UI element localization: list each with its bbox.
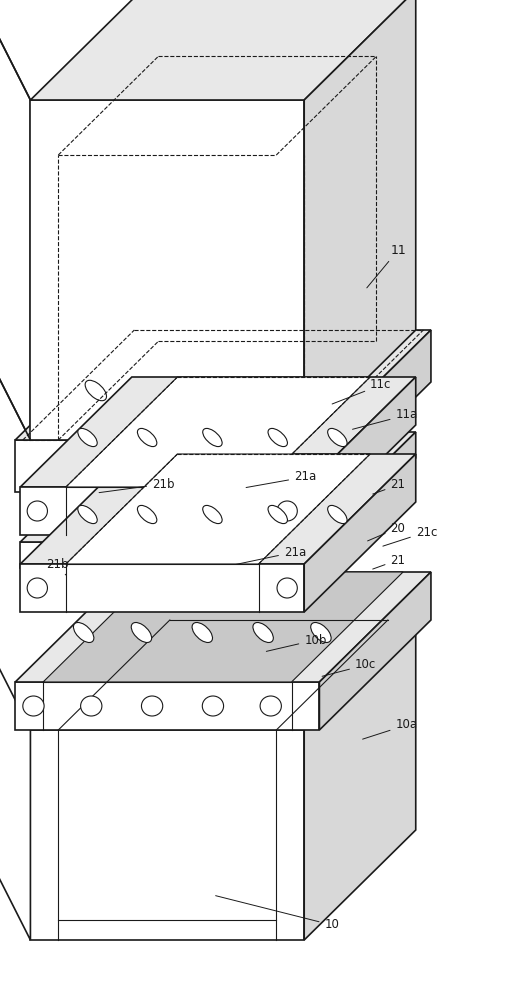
Text: 21b: 21b bbox=[46, 558, 68, 575]
Polygon shape bbox=[304, 432, 416, 568]
Ellipse shape bbox=[277, 578, 297, 598]
Polygon shape bbox=[20, 377, 416, 487]
Ellipse shape bbox=[27, 501, 48, 521]
Text: 11c: 11c bbox=[332, 378, 391, 404]
Polygon shape bbox=[66, 377, 370, 487]
Ellipse shape bbox=[237, 380, 259, 401]
Polygon shape bbox=[15, 572, 431, 682]
Text: 21: 21 bbox=[373, 554, 406, 569]
Polygon shape bbox=[66, 454, 370, 564]
Ellipse shape bbox=[202, 696, 224, 716]
Polygon shape bbox=[15, 440, 319, 492]
Text: 10c: 10c bbox=[322, 658, 376, 676]
Polygon shape bbox=[304, 0, 416, 440]
Ellipse shape bbox=[141, 696, 163, 716]
Text: 21c: 21c bbox=[383, 526, 437, 546]
Ellipse shape bbox=[78, 505, 97, 524]
Polygon shape bbox=[304, 454, 416, 612]
Ellipse shape bbox=[253, 622, 273, 643]
Polygon shape bbox=[20, 454, 416, 564]
Ellipse shape bbox=[260, 696, 281, 716]
Ellipse shape bbox=[192, 622, 212, 643]
Polygon shape bbox=[319, 572, 431, 730]
Text: 10a: 10a bbox=[363, 718, 418, 739]
Polygon shape bbox=[20, 487, 304, 535]
Polygon shape bbox=[43, 572, 403, 682]
Ellipse shape bbox=[78, 428, 97, 447]
Polygon shape bbox=[20, 564, 304, 612]
Polygon shape bbox=[0, 32, 30, 440]
Ellipse shape bbox=[268, 505, 287, 524]
Ellipse shape bbox=[203, 505, 222, 524]
Text: 10: 10 bbox=[215, 896, 339, 932]
Text: 20: 20 bbox=[368, 522, 405, 541]
Polygon shape bbox=[304, 620, 416, 940]
Polygon shape bbox=[30, 730, 304, 940]
Ellipse shape bbox=[328, 505, 347, 524]
Ellipse shape bbox=[74, 622, 94, 643]
Polygon shape bbox=[20, 542, 304, 568]
Ellipse shape bbox=[268, 428, 287, 447]
Ellipse shape bbox=[189, 380, 210, 401]
Ellipse shape bbox=[328, 428, 347, 447]
Ellipse shape bbox=[137, 428, 157, 447]
Polygon shape bbox=[319, 330, 431, 492]
Ellipse shape bbox=[137, 380, 158, 401]
Polygon shape bbox=[15, 682, 319, 730]
Polygon shape bbox=[30, 0, 416, 100]
Ellipse shape bbox=[203, 428, 222, 447]
Text: 21a: 21a bbox=[236, 546, 306, 564]
Text: 21: 21 bbox=[373, 479, 406, 494]
Ellipse shape bbox=[81, 696, 102, 716]
Text: 10b: 10b bbox=[266, 634, 327, 651]
Ellipse shape bbox=[137, 505, 157, 524]
Ellipse shape bbox=[27, 578, 48, 598]
Polygon shape bbox=[0, 662, 30, 940]
Polygon shape bbox=[304, 377, 416, 535]
Polygon shape bbox=[30, 100, 304, 440]
Polygon shape bbox=[20, 432, 416, 542]
Text: 21b: 21b bbox=[99, 478, 174, 493]
Ellipse shape bbox=[23, 696, 44, 716]
Ellipse shape bbox=[85, 380, 106, 401]
Ellipse shape bbox=[277, 501, 297, 521]
Polygon shape bbox=[15, 330, 431, 440]
Ellipse shape bbox=[131, 622, 152, 643]
Text: 11a: 11a bbox=[352, 408, 418, 429]
Text: 21a: 21a bbox=[246, 471, 316, 488]
Text: 11: 11 bbox=[367, 243, 406, 288]
Ellipse shape bbox=[311, 622, 331, 643]
